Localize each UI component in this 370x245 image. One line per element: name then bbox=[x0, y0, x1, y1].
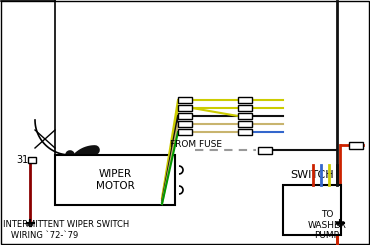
Bar bbox=[178, 113, 192, 119]
Text: FROM FUSE: FROM FUSE bbox=[170, 139, 222, 148]
Bar bbox=[178, 105, 192, 111]
Bar bbox=[238, 113, 252, 119]
Bar bbox=[283, 185, 341, 235]
Bar bbox=[258, 147, 272, 154]
Bar bbox=[238, 129, 252, 135]
Bar bbox=[55, 155, 175, 205]
Text: INTERMITTENT WIPER SWITCH
   WIRING `72-`79: INTERMITTENT WIPER SWITCH WIRING `72-`79 bbox=[3, 220, 129, 240]
Bar bbox=[349, 142, 363, 148]
Bar bbox=[178, 121, 192, 127]
Text: WIPER
MOTOR: WIPER MOTOR bbox=[95, 169, 134, 191]
Bar bbox=[28, 157, 36, 163]
Text: 31: 31 bbox=[16, 155, 28, 165]
Bar bbox=[238, 105, 252, 111]
Bar bbox=[178, 129, 192, 135]
Bar bbox=[238, 121, 252, 127]
Bar bbox=[178, 97, 192, 103]
Text: SWITCH: SWITCH bbox=[290, 170, 334, 180]
Bar bbox=[238, 97, 252, 103]
Text: TO
WASHER
PUMP: TO WASHER PUMP bbox=[307, 210, 346, 240]
